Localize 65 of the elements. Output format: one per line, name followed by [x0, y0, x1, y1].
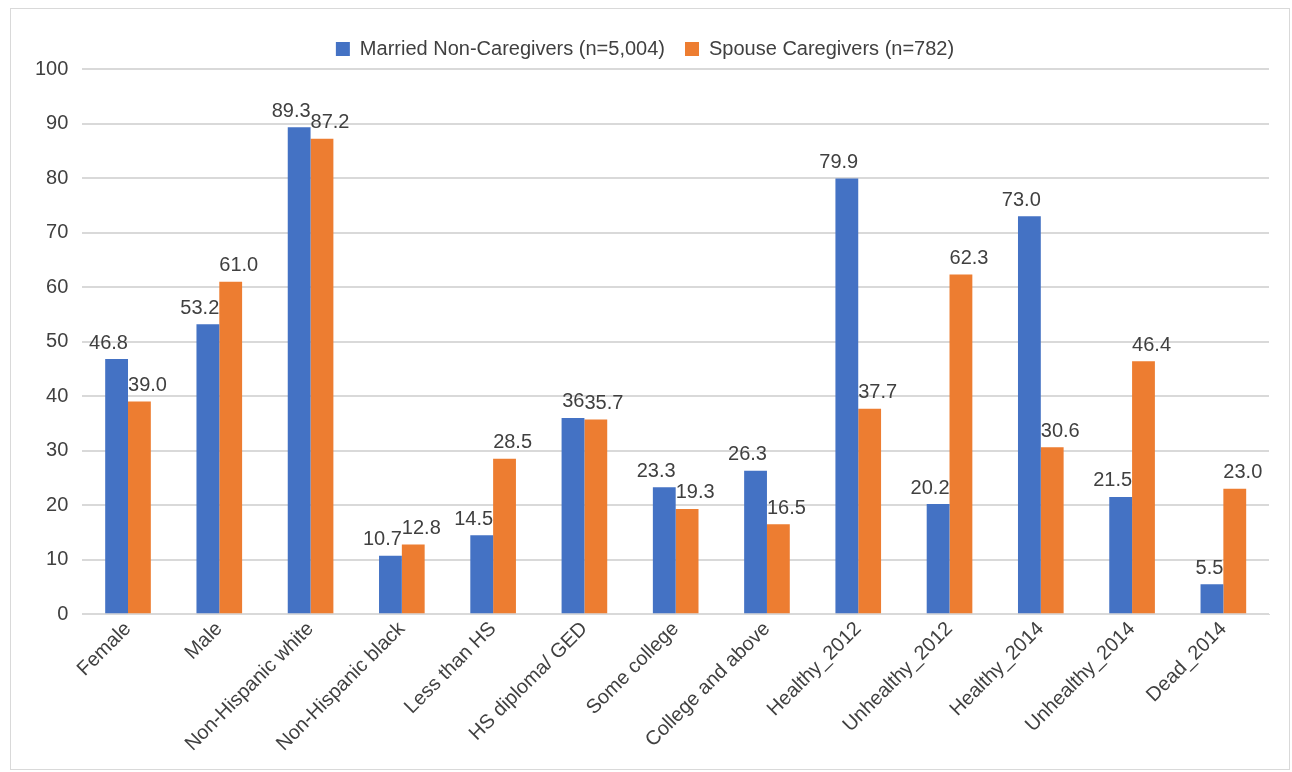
data-label: 62.3	[949, 246, 989, 269]
y-tick-label: 90	[46, 111, 69, 134]
data-label: 35.7	[584, 391, 624, 414]
legend-label: Married Non-Caregivers (n=5,004)	[359, 36, 666, 59]
bar	[744, 470, 767, 614]
bar	[401, 544, 425, 614]
data-label: 36	[562, 389, 585, 412]
y-tick-label: 60	[46, 274, 69, 297]
bar	[766, 524, 790, 614]
data-label: 28.5	[493, 430, 533, 453]
data-label: 87.2	[310, 110, 350, 133]
data-label: 26.3	[728, 442, 767, 465]
y-tick-label: 100	[34, 56, 69, 79]
bar	[561, 417, 585, 614]
bar	[1223, 488, 1247, 614]
data-label: 30.6	[1040, 418, 1080, 441]
data-label: 23.0	[1223, 460, 1263, 483]
y-tick-label: 70	[46, 220, 69, 243]
y-tick-label: 30	[46, 438, 69, 461]
bar	[858, 408, 882, 614]
y-tick-label: 20	[46, 492, 69, 515]
bar	[1132, 361, 1155, 614]
bar	[1109, 496, 1133, 614]
bar	[584, 419, 608, 614]
y-tick-label: 0	[57, 601, 69, 624]
data-label: 46.4	[1132, 332, 1172, 355]
y-tick-label: 40	[46, 383, 69, 406]
data-label: 23.3	[636, 458, 676, 481]
data-label: 19.3	[675, 480, 715, 503]
data-label: 73.0	[1001, 187, 1041, 210]
data-label: 12.8	[401, 515, 441, 538]
y-tick-label: 10	[46, 547, 69, 570]
bar	[926, 504, 950, 614]
data-label: 46.8	[89, 330, 129, 353]
data-label: 53.2	[180, 295, 220, 318]
bar	[949, 274, 973, 614]
bar	[493, 458, 516, 614]
data-label: 20.2	[910, 475, 950, 498]
data-label: 21.5	[1093, 468, 1133, 491]
data-label: 16.5	[766, 495, 806, 518]
data-label: 79.9	[819, 150, 859, 173]
y-tick-label: 50	[46, 329, 69, 352]
data-label: 5.5	[1195, 555, 1224, 578]
data-label: 39.0	[128, 373, 167, 396]
bar	[675, 508, 699, 614]
data-label: 14.5	[454, 506, 494, 529]
bar	[1200, 584, 1224, 614]
bar	[835, 178, 859, 614]
bar	[379, 555, 402, 614]
data-label: 10.7	[362, 527, 402, 550]
bar	[310, 138, 334, 614]
bar	[105, 359, 129, 614]
bar	[128, 401, 151, 614]
bar	[219, 281, 243, 614]
data-label: 61.0	[219, 253, 259, 276]
bar	[287, 127, 311, 614]
bar	[1017, 216, 1041, 614]
data-label: 37.7	[858, 380, 898, 403]
bar	[652, 487, 676, 614]
bar	[196, 324, 220, 614]
data-label: 89.3	[271, 98, 311, 121]
bar	[470, 535, 494, 614]
legend-label: Spouse Caregivers (n=782)	[709, 36, 955, 59]
bar	[1040, 447, 1064, 614]
y-tick-label: 80	[46, 165, 69, 188]
